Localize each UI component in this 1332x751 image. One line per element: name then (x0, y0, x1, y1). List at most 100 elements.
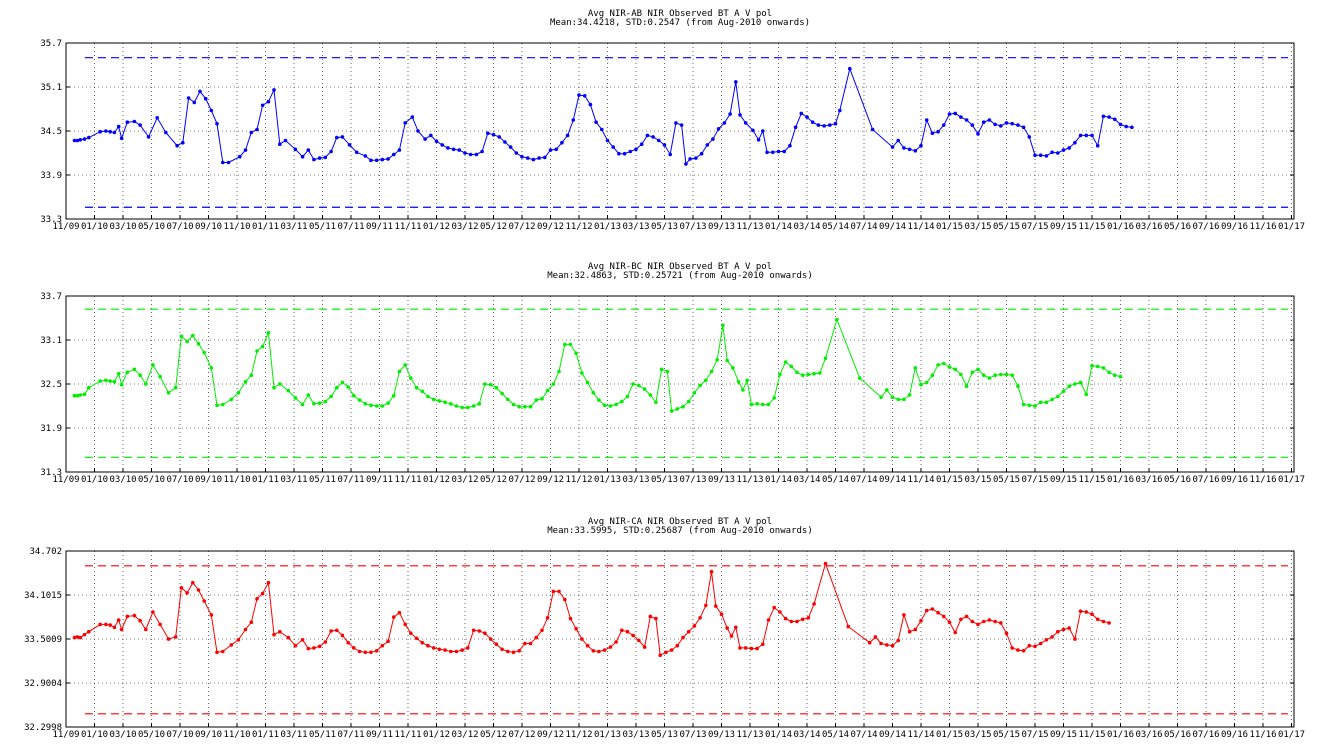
data-point (999, 372, 1003, 377)
data-point (669, 648, 674, 652)
data-point (602, 403, 607, 408)
data-point (104, 378, 108, 383)
data-point (953, 630, 957, 635)
data-point (565, 133, 570, 138)
data-point (738, 646, 742, 650)
data-point (669, 409, 674, 413)
data-point (185, 339, 189, 344)
x-tick-label: 05/11 (309, 475, 336, 485)
data-point (454, 649, 459, 654)
data-point (98, 129, 102, 134)
data-point (1033, 404, 1037, 408)
data-point (602, 648, 607, 652)
data-point (119, 136, 124, 141)
x-tick-label: 07/11 (337, 475, 364, 485)
x-tick-label: 05/14 (822, 730, 849, 740)
data-point (517, 649, 521, 653)
data-point (793, 125, 798, 130)
data-point (300, 402, 305, 407)
data-point (420, 389, 425, 394)
x-tick-label: 11/12 (565, 730, 592, 740)
data-point (1090, 363, 1094, 368)
data-point (902, 397, 906, 402)
data-point (352, 393, 356, 398)
x-tick-label: 05/10 (138, 222, 165, 232)
data-point (930, 131, 935, 135)
x-tick-label: 05/15 (993, 222, 1020, 232)
data-point (466, 405, 470, 410)
data-point (340, 135, 345, 139)
data-point (420, 640, 425, 645)
data-point (108, 129, 112, 134)
data-point (173, 635, 178, 639)
data-point (924, 608, 929, 613)
data-point (119, 627, 124, 632)
x-tick-label: 07/12 (508, 730, 535, 740)
data-point (885, 643, 889, 647)
data-point (1073, 382, 1077, 386)
data-point (548, 148, 553, 152)
data-point (1067, 384, 1071, 389)
x-tick-label: 09/14 (879, 222, 906, 232)
data-point (78, 635, 83, 640)
data-point (528, 641, 533, 646)
data-point (75, 138, 80, 143)
data-point (913, 149, 918, 153)
data-point (658, 653, 662, 657)
x-tick-label: 07/14 (850, 475, 877, 485)
data-point (1050, 635, 1054, 639)
data-point (749, 646, 754, 651)
data-point (374, 158, 379, 163)
data-point (896, 138, 900, 143)
x-tick-label: 11/16 (1249, 222, 1276, 232)
data-point (1027, 643, 1032, 648)
data-point (75, 635, 80, 639)
data-point (255, 127, 259, 132)
data-point (580, 637, 584, 641)
data-point (594, 120, 598, 124)
x-tick-label: 01/13 (594, 730, 621, 740)
data-point (907, 629, 912, 634)
data-point (191, 580, 195, 585)
data-point (681, 404, 685, 409)
data-point (1038, 400, 1043, 405)
x-tick-label: 09/15 (1050, 222, 1077, 232)
x-tick-label: 05/12 (480, 730, 507, 740)
x-tick-label: 05/16 (1164, 475, 1191, 485)
data-point (936, 129, 940, 134)
data-point (953, 111, 957, 116)
data-point (645, 133, 650, 138)
data-point (480, 149, 484, 154)
data-point (557, 589, 561, 594)
data-point (209, 613, 214, 617)
data-point (729, 634, 734, 638)
data-point (1084, 610, 1089, 614)
data-point (1061, 627, 1066, 632)
data-point (571, 118, 576, 122)
data-point (266, 330, 271, 335)
data-point (1044, 154, 1049, 158)
data-point (191, 333, 195, 338)
data-point (642, 645, 647, 649)
data-point (397, 610, 402, 615)
x-tick-label: 01/11 (252, 222, 279, 232)
x-tick-label: 03/14 (793, 730, 820, 740)
x-tick-label: 09/13 (708, 222, 735, 232)
data-point (488, 637, 493, 641)
data-point (692, 624, 697, 628)
x-tick-label: 03/13 (622, 475, 649, 485)
data-point (108, 379, 112, 383)
data-point (186, 96, 191, 100)
data-point (721, 323, 725, 328)
data-point (896, 397, 900, 402)
data-point (357, 649, 362, 654)
data-point (699, 151, 704, 156)
data-point (639, 142, 644, 146)
data-point (215, 121, 219, 126)
data-point (138, 618, 142, 623)
data-point (924, 380, 929, 385)
series-line (74, 561, 1110, 656)
data-point (112, 380, 117, 384)
x-tick-label: 01/15 (936, 475, 963, 485)
data-point (500, 391, 504, 396)
